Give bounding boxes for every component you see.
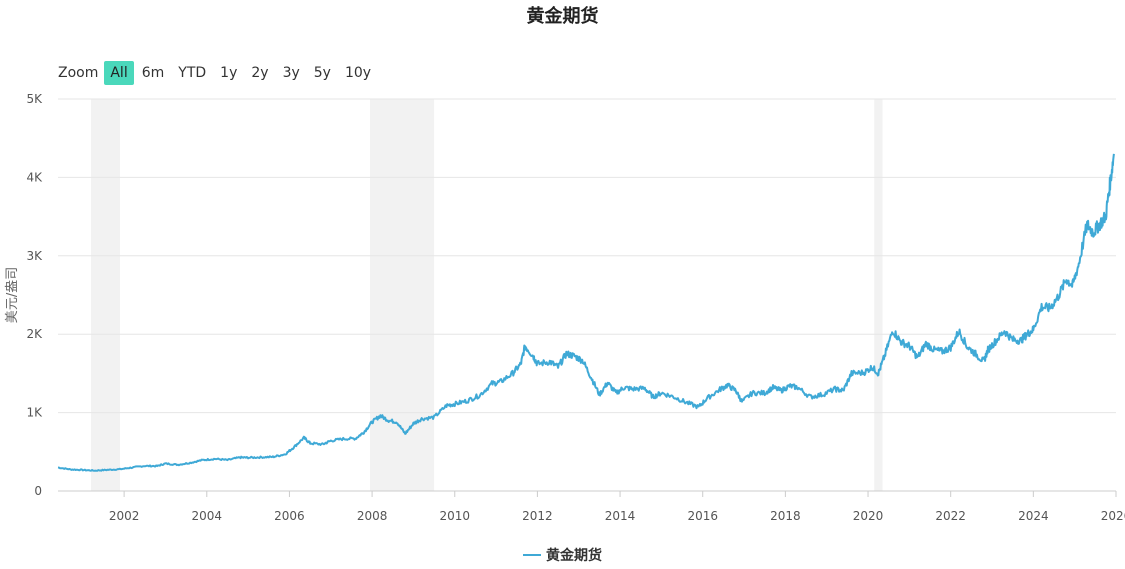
legend-label: 黄金期货 — [546, 548, 602, 564]
x-tick-label-12: 2026 — [1101, 509, 1125, 523]
legend-swatch — [523, 554, 541, 556]
y-axis-title: 美元/盎司 — [5, 267, 20, 323]
x-tick-label-0: 2002 — [109, 509, 140, 523]
chart-title: 黄金期货 — [526, 6, 599, 27]
x-tick-label-2: 2006 — [274, 509, 305, 523]
zoom-button-2y[interactable]: 2y — [251, 65, 269, 81]
zoom-label: Zoom — [58, 65, 99, 81]
x-tick-label-4: 2010 — [439, 509, 470, 523]
shaded-band-1 — [370, 99, 435, 491]
zoom-button-3y[interactable]: 3y — [282, 65, 300, 81]
y-tick-label-1: 1K — [26, 406, 43, 420]
x-tick-label-6: 2014 — [605, 509, 636, 523]
x-tick-label-5: 2012 — [522, 509, 553, 523]
series-line-gold-futures — [57, 153, 1115, 472]
zoom-button-5y[interactable]: 5y — [313, 65, 331, 81]
y-tick-label-2: 2K — [26, 327, 43, 341]
x-tick-label-10: 2022 — [935, 509, 966, 523]
zoom-selector: Zoom All 6m YTD 1y 2y 3y 5y 10y — [58, 61, 379, 85]
x-tick-label-8: 2018 — [770, 509, 801, 523]
zoom-button-all[interactable]: All — [104, 61, 134, 85]
shaded-band-2 — [874, 99, 883, 491]
x-tick-label-3: 2008 — [357, 509, 388, 523]
y-tick-label-3: 3K — [26, 249, 43, 263]
x-tick-label-9: 2020 — [853, 509, 884, 523]
zoom-button-6m[interactable]: 6m — [141, 65, 165, 81]
x-tick-label-1: 2004 — [192, 509, 223, 523]
zoom-button-ytd[interactable]: YTD — [178, 65, 207, 81]
zoom-button-10y[interactable]: 10y — [344, 65, 372, 81]
zoom-button-1y[interactable]: 1y — [220, 65, 238, 81]
shaded-band-0 — [91, 99, 120, 491]
y-tick-label-5: 5K — [26, 92, 43, 106]
legend[interactable]: 黄金期货 — [0, 545, 1125, 565]
y-tick-label-4: 4K — [26, 170, 43, 184]
x-tick-label-7: 2016 — [687, 509, 718, 523]
x-tick-label-11: 2024 — [1018, 509, 1049, 523]
y-tick-label-0: 0 — [34, 484, 42, 498]
